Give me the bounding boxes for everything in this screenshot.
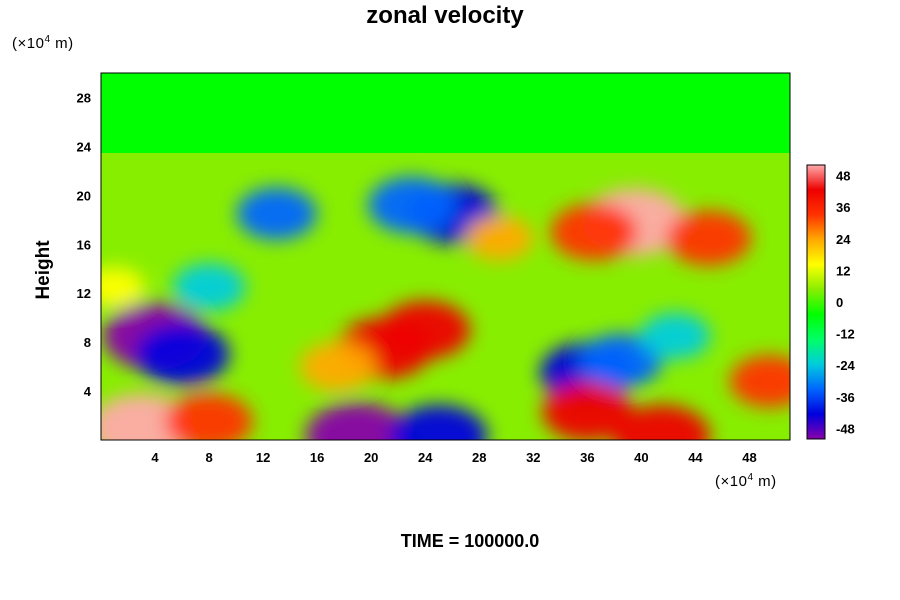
colorbar-tick-label: -48 (836, 421, 855, 436)
colorbar-tick-label: -12 (836, 327, 855, 342)
velocity-anomaly (666, 210, 752, 266)
colorbar (806, 164, 826, 440)
velocity-anomaly (542, 382, 633, 440)
x-tick-label: 12 (256, 450, 270, 465)
velocity-anomaly (390, 404, 488, 440)
velocity-anomaly (579, 333, 663, 388)
velocity-anomaly (613, 404, 711, 440)
velocity-anomaly (165, 393, 253, 440)
y-tick-label: 20 (77, 188, 91, 203)
y-tick-label: 12 (77, 286, 91, 301)
time-label: TIME = 100000.0 (400, 531, 540, 551)
y-tick-label: 4 (84, 384, 92, 399)
velocity-anomaly (550, 203, 638, 261)
x-tick-label: 48 (742, 450, 756, 465)
x-tick-label: 24 (418, 450, 433, 465)
plot-frame (100, 72, 791, 441)
plot-area (101, 73, 790, 440)
colorbar-tick-label: 0 (836, 295, 843, 310)
velocity-anomaly (305, 402, 410, 440)
upper-band (101, 73, 790, 153)
x-tick-label: 20 (364, 450, 378, 465)
colorbar-tick-label: -24 (836, 358, 856, 373)
y-tick-label: 8 (84, 335, 91, 350)
velocity-anomaly (236, 187, 317, 240)
x-tick-label: 16 (310, 450, 324, 465)
y-tick-label: 16 (77, 237, 91, 252)
y-tick-label: 24 (77, 139, 92, 154)
y-unit-label: (×104 m) (12, 34, 74, 52)
colorbar-tick-label: 24 (836, 232, 851, 247)
colorbar-tick-label: 12 (836, 263, 850, 278)
velocity-anomaly (465, 215, 534, 261)
velocity-anomaly (172, 263, 246, 311)
velocity-anomaly (101, 267, 145, 308)
chart-title: zonal velocity (366, 2, 524, 29)
velocity-anomaly (380, 300, 471, 360)
x-tick-label: 28 (472, 450, 486, 465)
colorbar-tick-label: 48 (836, 169, 850, 184)
velocity-anomaly (729, 355, 790, 408)
y-tick-label: 28 (77, 90, 91, 105)
velocity-anomaly (368, 176, 456, 234)
x-tick-label: 8 (205, 450, 212, 465)
colorbar-tick-label: 36 (836, 200, 850, 215)
x-tick-label: 36 (580, 450, 594, 465)
velocity-anomaly (134, 323, 230, 386)
velocity-anomaly (640, 312, 711, 360)
x-tick-label: 40 (634, 450, 648, 465)
colorbar-tick-label: -36 (836, 390, 855, 405)
x-tick-label: 44 (688, 450, 703, 465)
x-tick-label: 4 (151, 450, 159, 465)
velocity-anomaly (299, 341, 376, 392)
x-unit-label: (×104 m) (715, 472, 777, 490)
x-tick-label: 32 (526, 450, 540, 465)
